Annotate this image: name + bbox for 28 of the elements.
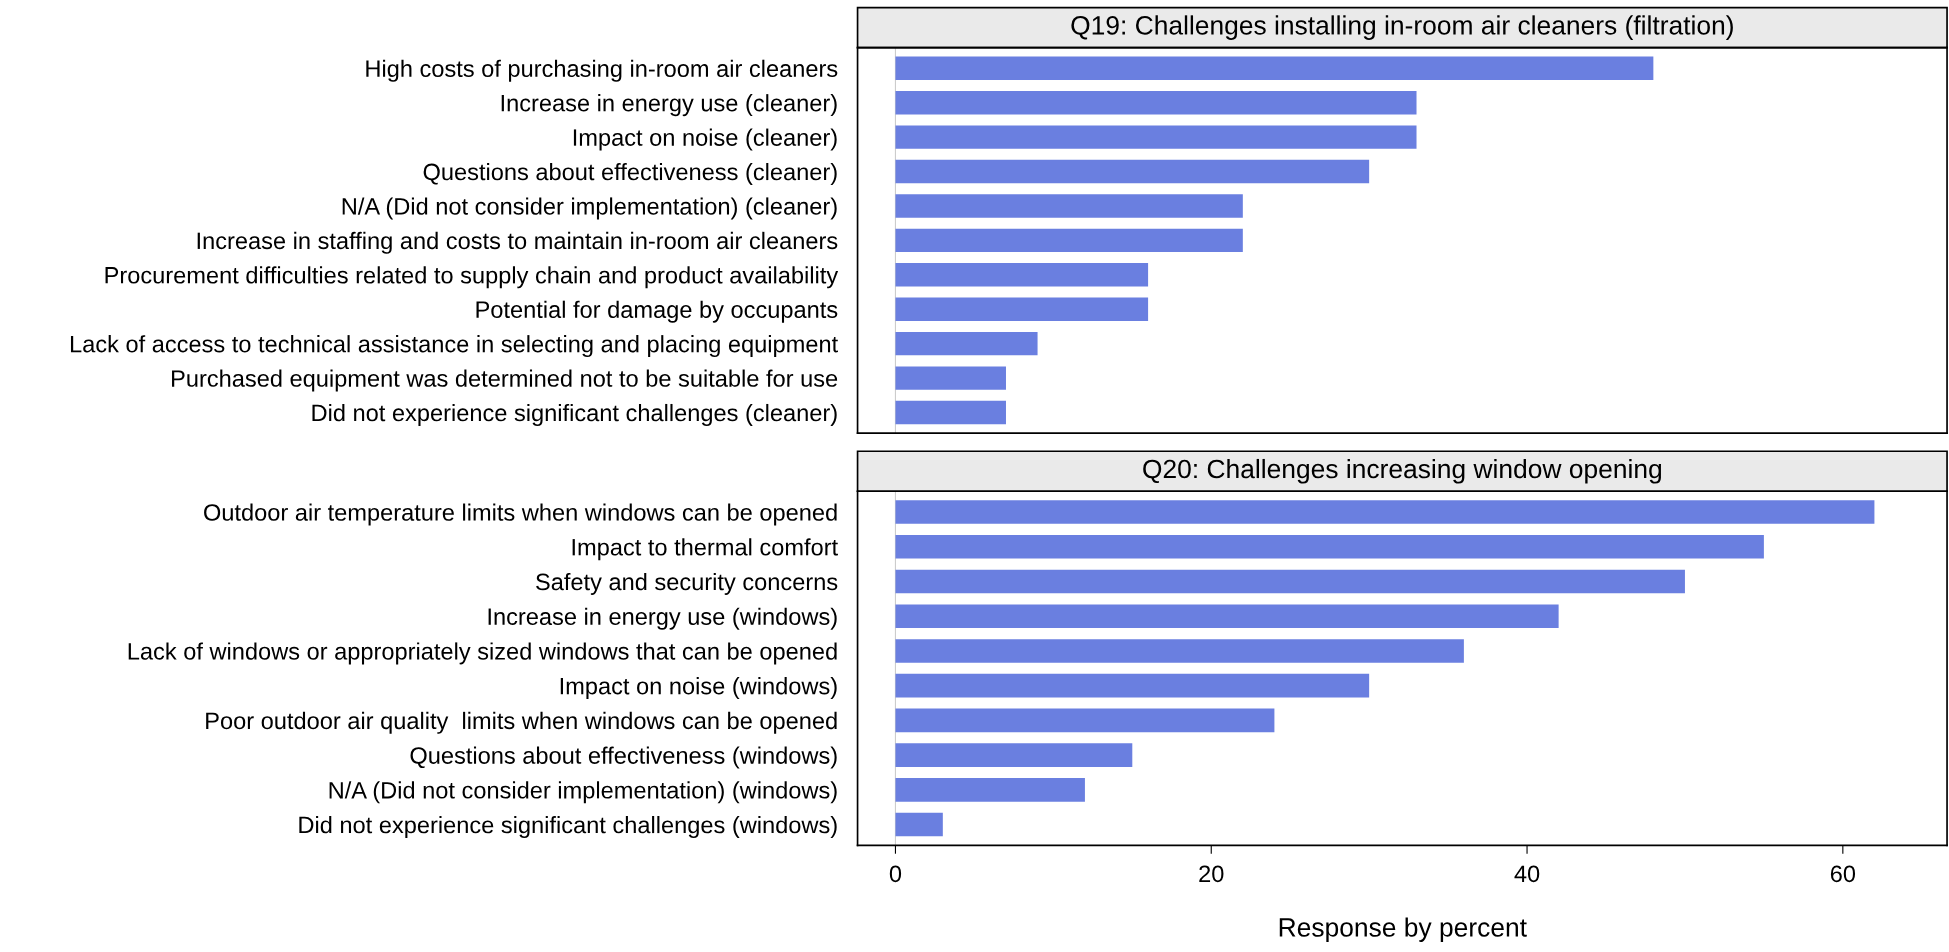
x-tick-label: 40 xyxy=(1514,865,1540,883)
y-tick-label: High costs of purchasing in-room air cleaners xyxy=(366,59,838,82)
chart-title: Q20: Challenges increasing window opening xyxy=(1143,458,1662,484)
y-tick-label: Increase in staffing and costs to maintain in-room air cleaners xyxy=(197,231,838,254)
y-tick-label: Potential for damage by occupants xyxy=(476,300,838,323)
x-axis-title: Response by percent xyxy=(1279,917,1527,942)
x-tick-label: 60 xyxy=(1830,865,1856,883)
y-tick-label: Questions about effectiveness (cleaner) xyxy=(423,162,837,185)
y-tick-label: Lack of windows or appropriately sized windows that can be opened xyxy=(128,642,837,665)
chart-title: Q19: Challenges installing in-room air cleaners (filtration) xyxy=(1071,15,1733,40)
y-tick-label: Impact on noise (windows) xyxy=(560,677,837,700)
y-tick-label: Did not experience significant challenges (windows) xyxy=(299,815,837,838)
y-tick-label: Lack of access to technical assistance in selecting and placing equipment xyxy=(70,335,838,358)
y-tick-label: Impact to thermal comfort xyxy=(572,538,838,561)
x-tick-label: 20 xyxy=(1199,865,1224,883)
y-tick-label: Did not experience significant challenges (cleaner) xyxy=(312,403,837,426)
y-tick-label: N/A (Did not consider implementation) (cleaner) xyxy=(342,197,837,220)
y-tick-label: Purchased equipment was determined not to be suitable for use xyxy=(172,369,838,392)
y-tick-label: Safety and security concerns xyxy=(536,572,838,595)
x-tick-label: 0 xyxy=(889,865,902,883)
y-tick-label: Procurement difficulties related to supply chain and product availability xyxy=(105,266,839,289)
y-tick-label: Increase in energy use (windows) xyxy=(488,607,837,630)
y-tick-label: Questions about effectiveness (windows) xyxy=(410,746,837,769)
y-tick-label: Increase in energy use (cleaner) xyxy=(501,94,837,117)
y-tick-label: Outdoor air temperature limits when windows can be opened xyxy=(204,503,837,526)
y-tick-label: Poor outdoor air quality limits when windows can be opened xyxy=(206,711,837,734)
y-tick-label: N/A (Did not consider implementation) (windows) xyxy=(329,781,837,804)
y-tick-label: Impact on noise (cleaner) xyxy=(573,128,837,151)
